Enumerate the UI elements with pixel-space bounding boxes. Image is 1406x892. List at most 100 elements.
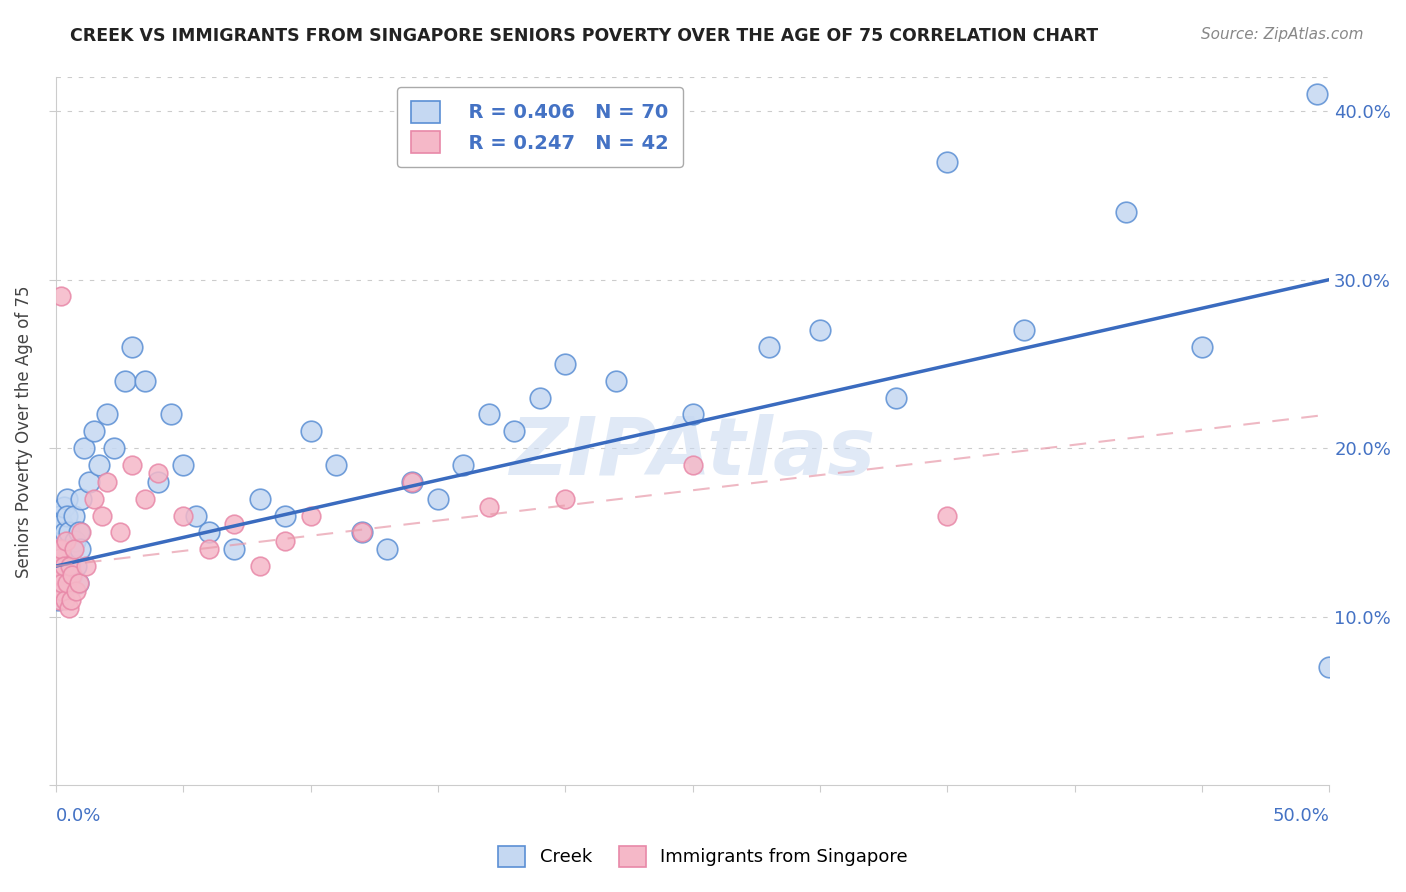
Point [51, 584, 73, 599]
Point [70, 491, 93, 506]
Point [758, 340, 780, 354]
Point [274, 508, 297, 523]
Point [48, 550, 70, 565]
Point [325, 458, 347, 472]
Point [48, 542, 70, 557]
Point [146, 467, 169, 481]
Point [90, 508, 112, 523]
Point [249, 491, 271, 506]
Point [1305, 87, 1327, 102]
Point [55, 533, 77, 548]
Point [249, 559, 271, 574]
Point [62, 508, 84, 523]
Text: 50.0%: 50.0% [1272, 806, 1329, 824]
Point [53, 576, 76, 591]
Point [52, 559, 75, 574]
Point [49, 542, 72, 557]
Point [426, 491, 449, 506]
Point [49, 289, 72, 303]
Point [682, 408, 704, 422]
Point [62, 567, 84, 582]
Point [299, 508, 322, 523]
Point [48, 567, 70, 582]
Point [808, 323, 831, 337]
Point [49, 559, 72, 574]
Point [1115, 205, 1137, 219]
Point [197, 542, 219, 557]
Point [134, 491, 156, 506]
Point [159, 408, 181, 422]
Point [96, 408, 118, 422]
Point [886, 391, 908, 405]
Point [1012, 323, 1035, 337]
Point [52, 542, 75, 557]
Point [52, 500, 75, 515]
Point [62, 567, 84, 582]
Point [114, 374, 136, 388]
Point [59, 559, 82, 574]
Point [51, 516, 73, 531]
Point [65, 559, 87, 574]
Point [51, 576, 73, 591]
Point [121, 340, 143, 354]
Point [478, 408, 501, 422]
Point [103, 441, 125, 455]
Point [49, 576, 72, 591]
Point [108, 525, 131, 540]
Point [350, 525, 373, 540]
Legend:   R = 0.406   N = 70,   R = 0.247   N = 42: R = 0.406 N = 70, R = 0.247 N = 42 [396, 87, 683, 167]
Point [83, 491, 105, 506]
Point [60, 592, 83, 607]
Point [53, 525, 76, 540]
Point [554, 357, 576, 371]
Text: CREEK VS IMMIGRANTS FROM SINGAPORE SENIORS POVERTY OVER THE AGE OF 75 CORRELATIO: CREEK VS IMMIGRANTS FROM SINGAPORE SENIO… [70, 27, 1098, 45]
Point [146, 475, 169, 489]
Point [53, 592, 76, 607]
Point [936, 508, 959, 523]
Point [503, 425, 526, 439]
Point [46, 559, 69, 574]
Legend: Creek, Immigrants from Singapore: Creek, Immigrants from Singapore [491, 838, 915, 874]
Point [48, 559, 70, 574]
Text: 0.0%: 0.0% [56, 806, 101, 824]
Point [1191, 340, 1213, 354]
Point [63, 533, 86, 548]
Text: ZIPAtlas: ZIPAtlas [509, 414, 876, 491]
Point [48, 508, 70, 523]
Point [56, 508, 79, 523]
Point [224, 516, 246, 531]
Point [48, 525, 70, 540]
Point [48, 592, 70, 607]
Point [605, 374, 627, 388]
Point [134, 374, 156, 388]
Point [936, 154, 959, 169]
Point [66, 576, 89, 591]
Point [1317, 660, 1340, 674]
Point [172, 508, 194, 523]
Point [554, 491, 576, 506]
Point [453, 458, 475, 472]
Point [51, 584, 73, 599]
Point [55, 542, 77, 557]
Point [46, 576, 69, 591]
Point [401, 475, 423, 489]
Y-axis label: Seniors Poverty Over the Age of 75: Seniors Poverty Over the Age of 75 [15, 285, 32, 577]
Point [121, 458, 143, 472]
Point [89, 458, 111, 472]
Point [46, 550, 69, 565]
Point [49, 567, 72, 582]
Point [96, 475, 118, 489]
Point [55, 491, 77, 506]
Point [76, 559, 98, 574]
Point [73, 441, 96, 455]
Point [46, 592, 69, 607]
Point [65, 584, 87, 599]
Text: Source: ZipAtlas.com: Source: ZipAtlas.com [1201, 27, 1364, 42]
Point [375, 542, 398, 557]
Point [67, 576, 90, 591]
Point [478, 500, 501, 515]
Point [184, 508, 207, 523]
Point [60, 542, 83, 557]
Point [83, 425, 105, 439]
Point [53, 550, 76, 565]
